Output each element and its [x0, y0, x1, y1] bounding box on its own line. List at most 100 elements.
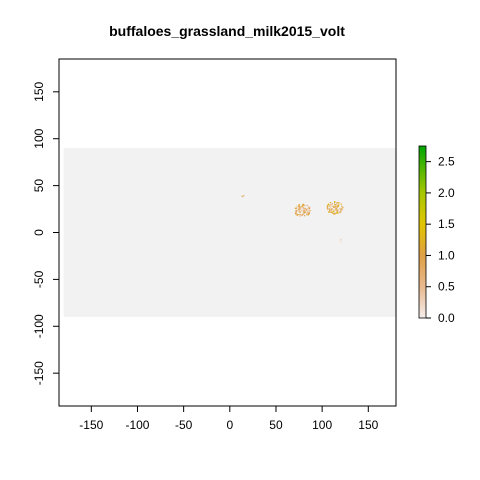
raster-cell — [335, 204, 337, 206]
raster-cell — [339, 203, 341, 205]
raster-cell — [333, 213, 335, 215]
raster-cell — [326, 205, 329, 208]
raster-cell — [334, 208, 337, 210]
raster-cell — [336, 202, 338, 204]
raster-cell — [303, 215, 306, 217]
raster-cell — [331, 211, 333, 213]
raster-cell — [339, 211, 342, 213]
raster-cell — [305, 208, 308, 211]
raster-cell — [302, 204, 305, 206]
raster-cell — [338, 202, 340, 204]
raster-cell — [304, 211, 307, 213]
raster-cell — [296, 214, 298, 216]
raster-cell — [328, 211, 331, 213]
legend-tick-label: 2.0 — [438, 186, 455, 200]
y-tick-label: -50 — [32, 270, 46, 288]
raster-cell — [340, 208, 343, 210]
x-tick-label: 50 — [269, 418, 283, 432]
raster-cell — [300, 214, 303, 216]
hotspot-middle-east-speck — [241, 194, 245, 198]
raster-cell — [307, 214, 309, 216]
raster-cell — [297, 207, 299, 209]
raster-cell — [330, 206, 332, 209]
raster-cell — [298, 205, 300, 207]
x-tick-label: -150 — [79, 418, 103, 432]
x-tick-label: -50 — [175, 418, 193, 432]
raster-cell — [332, 212, 334, 214]
raster-cell — [338, 211, 341, 213]
raster-cell — [295, 210, 297, 212]
raster-cell — [307, 205, 310, 208]
raster-cell — [336, 208, 339, 211]
y-tick-label: 50 — [32, 179, 46, 193]
raster-cell — [327, 207, 329, 209]
legend-tick-label: 1.5 — [438, 217, 455, 231]
raster-cell — [302, 213, 304, 216]
raster-cell — [336, 211, 338, 213]
raster-cell — [302, 205, 304, 207]
y-tick-label: -100 — [32, 314, 46, 338]
raster-cell — [298, 210, 300, 212]
raster-cell — [294, 207, 297, 209]
raster-cell — [298, 203, 301, 206]
raster-cell — [299, 208, 301, 211]
raster-cell — [331, 203, 333, 206]
raster-cell — [295, 213, 297, 216]
raster-cell — [308, 209, 310, 212]
raster-cell — [334, 206, 336, 208]
legend-tick-label: 2.5 — [438, 155, 455, 169]
x-tick-label: 0 — [226, 418, 233, 432]
legend-tick-label: 1.0 — [438, 248, 455, 262]
raster-cell — [303, 204, 306, 206]
raster-cell — [341, 205, 343, 207]
raster-cell — [304, 209, 307, 211]
raster-cell — [329, 202, 332, 204]
raster-cell — [337, 212, 339, 214]
raster-cell — [333, 202, 336, 204]
raster-cell — [337, 205, 340, 207]
raster-cell — [336, 208, 338, 211]
raster-cell — [339, 209, 342, 211]
raster-cell — [335, 208, 338, 210]
x-axis: -150 -100 -50 0 50 100 150 — [79, 405, 379, 432]
raster-cell — [332, 205, 334, 208]
raster-cell — [302, 208, 305, 210]
hotspot-southeast-asia-speck — [339, 238, 342, 243]
raster-cell — [331, 208, 333, 210]
raster-cell — [303, 212, 305, 215]
raster-cell — [336, 210, 338, 212]
raster-cell — [333, 209, 335, 212]
raster-cell — [303, 208, 306, 211]
raster-cell — [304, 210, 306, 212]
color-legend: 0.0 0.5 1.0 1.5 2.0 2.5 — [418, 145, 455, 325]
raster-cell — [306, 213, 308, 215]
raster-cell — [308, 208, 311, 210]
raster-cell — [299, 214, 301, 216]
plot-area — [58, 58, 397, 407]
x-tick-label: -100 — [125, 418, 149, 432]
raster-cell — [309, 209, 312, 212]
raster-cell — [327, 211, 330, 213]
raster-cell — [336, 206, 338, 208]
raster-cell — [295, 209, 297, 212]
raster-cell — [300, 207, 302, 210]
raster-cell — [331, 203, 334, 205]
raster-cell — [295, 212, 297, 214]
raster-cell — [334, 212, 336, 215]
y-tick-label: -150 — [32, 361, 46, 385]
raster-cell — [297, 208, 300, 210]
raster-cell — [299, 211, 301, 213]
raster-cell — [298, 213, 300, 216]
x-tick-label: 100 — [312, 418, 332, 432]
raster-cell — [306, 213, 308, 216]
raster-cell — [309, 206, 311, 209]
raster-cell — [335, 209, 337, 212]
legend-tick-label: 0.0 — [438, 311, 455, 325]
y-tick-label: 150 — [32, 81, 46, 101]
raster-cell — [329, 204, 331, 206]
raster-cell — [329, 210, 331, 212]
raster-cell — [342, 206, 344, 209]
raster-cell — [331, 209, 333, 211]
raster-cell — [333, 201, 336, 203]
raster-cell — [337, 204, 339, 206]
